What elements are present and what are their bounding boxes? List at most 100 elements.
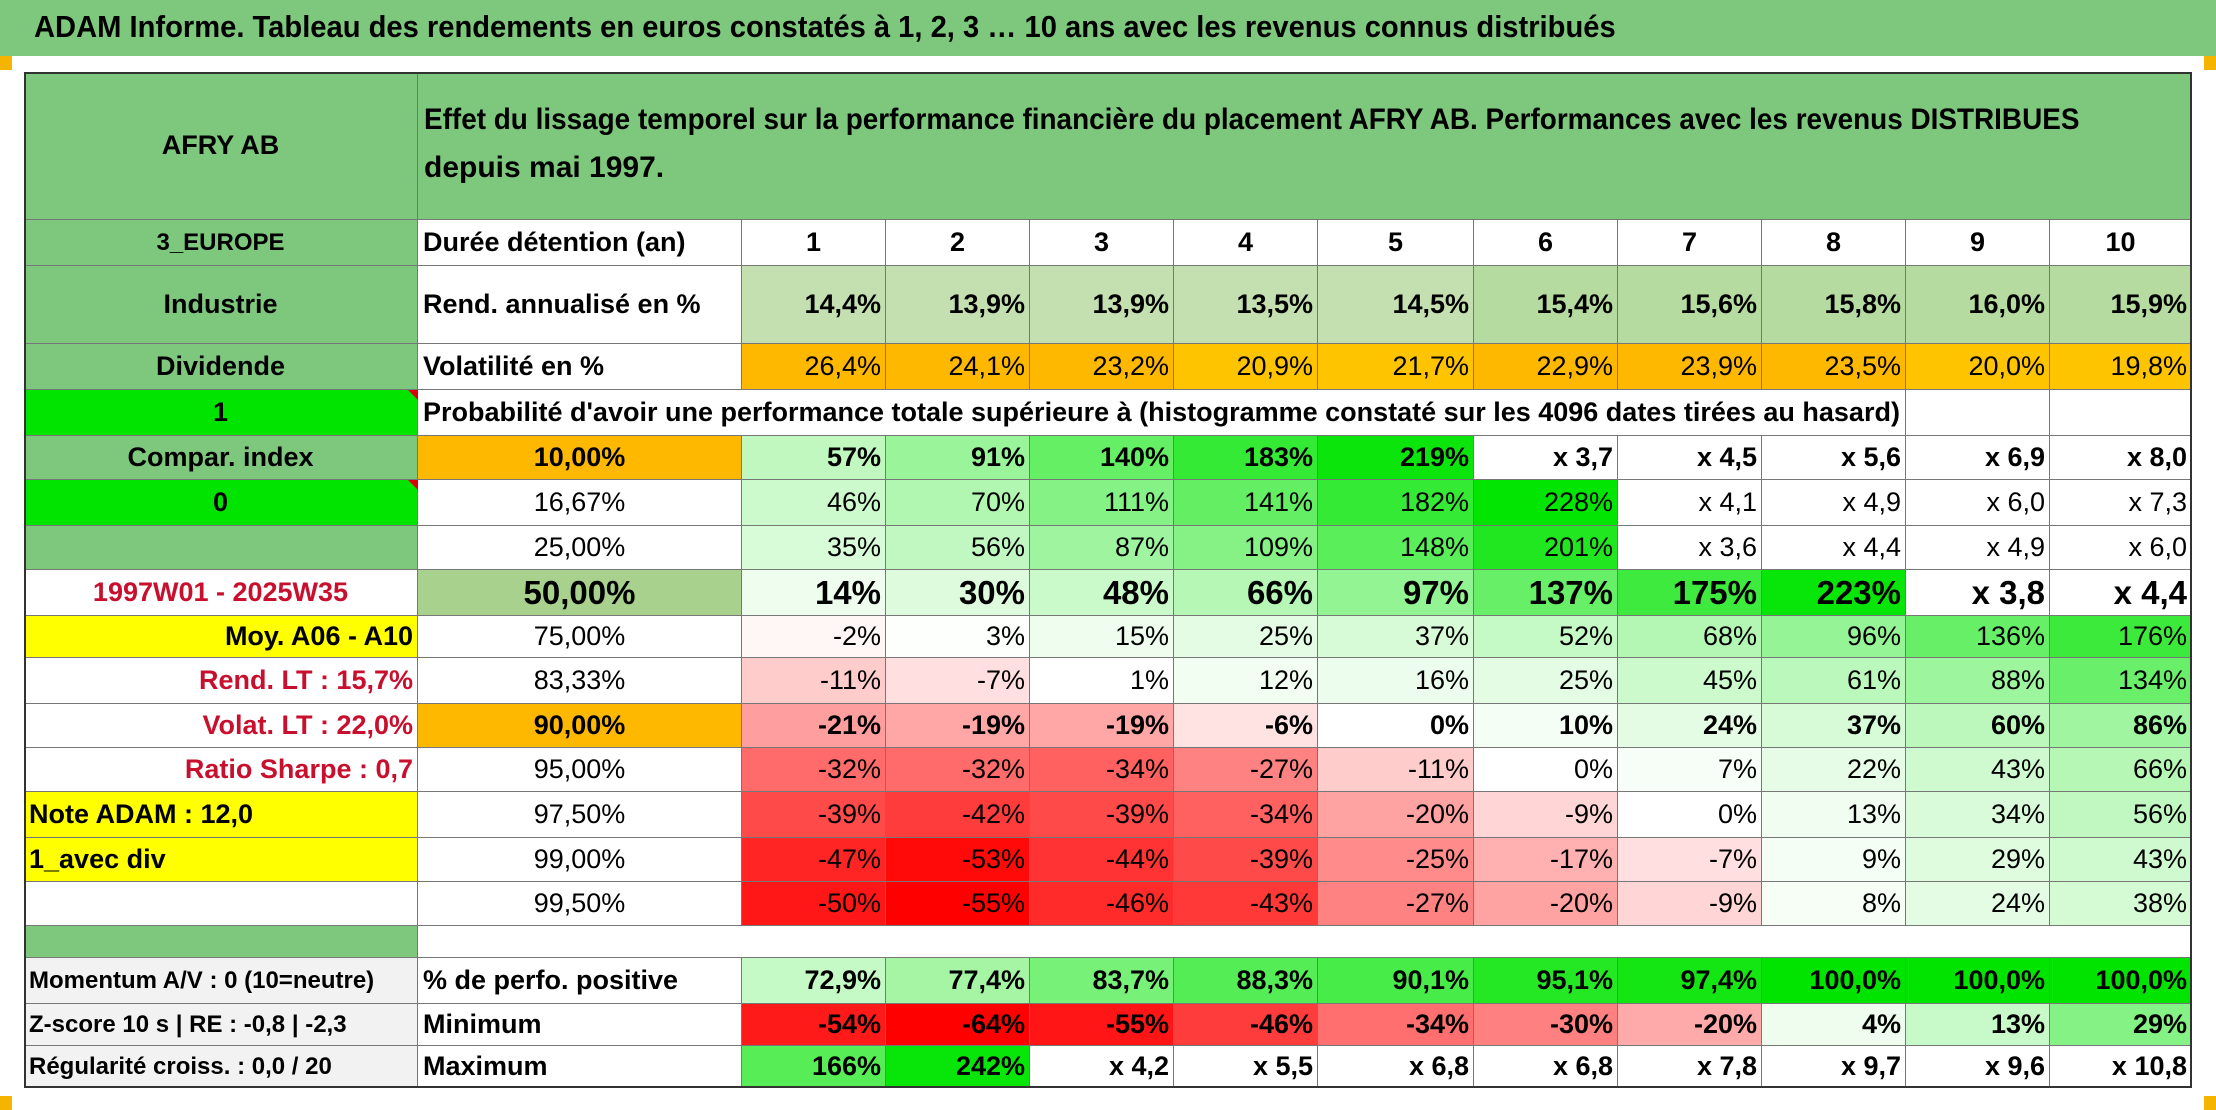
prob-value: 96% — [1762, 616, 1906, 658]
prob-value: x 7,3 — [2050, 480, 2192, 526]
prob-value: 109% — [1174, 526, 1318, 570]
sharpe-label: Ratio Sharpe : 0,7 — [24, 748, 418, 792]
vol-value: 23,2% — [1030, 344, 1174, 390]
prob-value: 15% — [1030, 616, 1174, 658]
vol-value: 21,7% — [1318, 344, 1474, 390]
prob-value: 9% — [1762, 838, 1906, 882]
prob-value: 134% — [2050, 658, 2192, 704]
prob-value: 29% — [1906, 838, 2050, 882]
prob-value: x 4,9 — [1762, 480, 1906, 526]
prob-value: -7% — [886, 658, 1030, 704]
positive-value: 90,1% — [1318, 958, 1474, 1004]
compar-index-label: Compar. index — [24, 436, 418, 480]
rend-value: 13,5% — [1174, 266, 1318, 344]
prob-value: -6% — [1174, 704, 1318, 748]
minimum-value: -55% — [1030, 1004, 1174, 1046]
prob-value: 111% — [1030, 480, 1174, 526]
maximum-value: x 10,8 — [2050, 1046, 2192, 1088]
prob-value: 25% — [1474, 658, 1618, 704]
prob-value: 43% — [2050, 838, 2192, 882]
prob-value: -19% — [1030, 704, 1174, 748]
positive-value: 88,3% — [1174, 958, 1318, 1004]
prob-value: -39% — [1174, 838, 1318, 882]
year-header: 3 — [1030, 220, 1174, 266]
dividend-label: Dividende — [24, 344, 418, 390]
prob-value: 87% — [1030, 526, 1174, 570]
year-header: 9 — [1906, 220, 2050, 266]
prob-value: -44% — [1030, 838, 1174, 882]
prob-value: -25% — [1318, 838, 1474, 882]
prob-value: 1% — [1030, 658, 1174, 704]
year-header: 4 — [1174, 220, 1318, 266]
prob-value: 201% — [1474, 526, 1618, 570]
prob-value: -46% — [1030, 882, 1174, 926]
corner-marker — [0, 1096, 12, 1110]
vol-value: 23,5% — [1762, 344, 1906, 390]
percentile-label: 95,00% — [418, 748, 742, 792]
title-banner: ADAM Informe. Tableau des rendements en … — [0, 0, 2216, 56]
prob-value: 22% — [1762, 748, 1906, 792]
prob-value: x 6,0 — [1906, 480, 2050, 526]
percentile-label: 99,50% — [418, 882, 742, 926]
minimum-label: Minimum — [418, 1004, 742, 1046]
rend-value: 16,0% — [1906, 266, 2050, 344]
prob-value: -53% — [886, 838, 1030, 882]
prob-value: 10% — [1474, 704, 1618, 748]
rend-value: 13,9% — [886, 266, 1030, 344]
avec-div-label: 1_avec div — [24, 838, 418, 882]
prob-value: x 8,0 — [2050, 436, 2192, 480]
prob-value: 136% — [1906, 616, 2050, 658]
separator-green — [24, 926, 418, 958]
prob-value: 68% — [1618, 616, 1762, 658]
prob-value: 61% — [1762, 658, 1906, 704]
vol-label: Volatilité en % — [418, 344, 742, 390]
prob-value: -2% — [742, 616, 886, 658]
prob-value: x 4,9 — [1906, 526, 2050, 570]
prob-value: x 3,8 — [1906, 570, 2050, 616]
description-header: Effet du lissage temporel sur la perform… — [418, 72, 2192, 220]
prob-value: 35% — [742, 526, 886, 570]
proba-empty — [2050, 390, 2192, 436]
maximum-value: x 9,7 — [1762, 1046, 1906, 1088]
year-header: 10 — [2050, 220, 2192, 266]
prob-value: 25% — [1174, 616, 1318, 658]
prob-value: 176% — [2050, 616, 2192, 658]
vol-value: 19,8% — [2050, 344, 2192, 390]
rend-value: 13,9% — [1030, 266, 1174, 344]
prob-value: -34% — [1030, 748, 1174, 792]
corner-marker — [0, 56, 12, 70]
prob-value: 182% — [1318, 480, 1474, 526]
vol-value: 20,0% — [1906, 344, 2050, 390]
rend-value: 14,5% — [1318, 266, 1474, 344]
positive-value: 95,1% — [1474, 958, 1618, 1004]
minimum-value: -64% — [886, 1004, 1030, 1046]
prob-value: 228% — [1474, 480, 1618, 526]
prob-value: x 6,0 — [2050, 526, 2192, 570]
flag-zero: 0 — [24, 480, 418, 526]
prob-value: 70% — [886, 480, 1030, 526]
prob-value: 34% — [1906, 792, 2050, 838]
prob-value: 56% — [2050, 792, 2192, 838]
percentile-label: 25,00% — [418, 526, 742, 570]
zscore-label: Z-score 10 s | RE : -0,8 | -2,3 — [24, 1004, 418, 1046]
page-title: ADAM Informe. Tableau des rendements en … — [34, 9, 1616, 44]
prob-value: 37% — [1762, 704, 1906, 748]
prob-value: 0% — [1618, 792, 1762, 838]
empty-cell — [24, 882, 418, 926]
rend-value: 15,9% — [2050, 266, 2192, 344]
rend-value: 15,8% — [1762, 266, 1906, 344]
prob-value: x 4,5 — [1618, 436, 1762, 480]
vol-value: 20,9% — [1174, 344, 1318, 390]
proba-empty — [1906, 390, 2050, 436]
rend-value: 14,4% — [742, 266, 886, 344]
prob-value: -19% — [886, 704, 1030, 748]
minimum-value: -30% — [1474, 1004, 1618, 1046]
prob-value: 46% — [742, 480, 886, 526]
positive-value: 100,0% — [1906, 958, 2050, 1004]
minimum-value: -20% — [1618, 1004, 1762, 1046]
description-line-2: depuis mai 1997. — [424, 151, 665, 184]
prob-value: 14% — [742, 570, 886, 616]
corner-marker — [2204, 56, 2216, 70]
year-header: 6 — [1474, 220, 1618, 266]
empty-green-cell — [24, 526, 418, 570]
